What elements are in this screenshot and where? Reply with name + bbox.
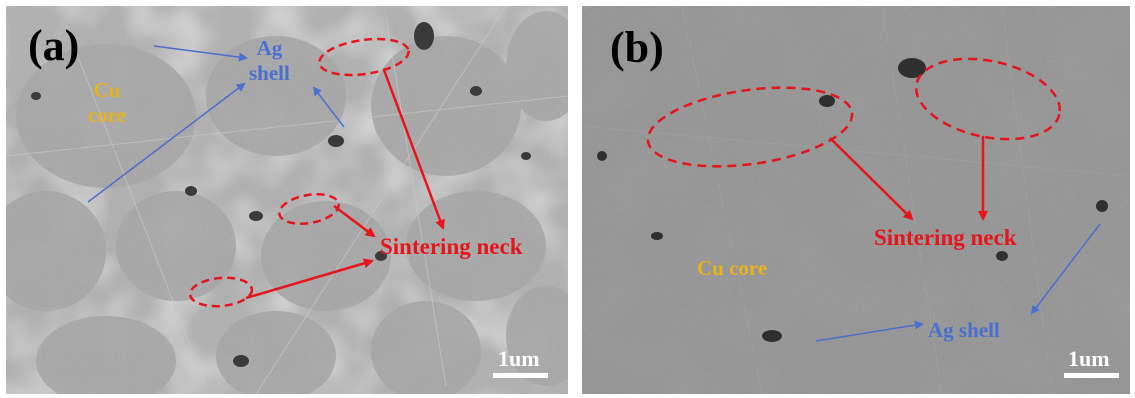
shell-arrow — [815, 320, 924, 342]
cu-core-label: Cu core — [697, 256, 768, 280]
ag-shell-label-line1: Ag — [256, 36, 283, 60]
scale-bar-label: 1um — [1068, 346, 1110, 371]
neck-arrow — [829, 137, 914, 221]
neck-ellipse — [646, 86, 854, 168]
sem-panel-b: (b) Cu core Ag shell Sintering neck 1um — [582, 6, 1130, 394]
sintering-neck-label: Sintering neck — [380, 234, 523, 259]
ag-shell-label: Ag shell — [928, 318, 1000, 342]
sem-micrograph-a — [6, 6, 568, 394]
scale-bar — [493, 373, 548, 378]
shell-arrow — [87, 82, 246, 203]
neck-arrow — [382, 69, 445, 230]
annotation-overlay-b — [646, 57, 1101, 342]
neck-ellipse — [914, 57, 1062, 141]
cu-core-label: Cu core — [88, 78, 126, 128]
scale-bar-label: 1um — [498, 346, 540, 371]
ag-shell-label: Ag shell — [249, 36, 290, 86]
neck-arrow — [245, 258, 374, 300]
shell-arrow — [153, 45, 248, 62]
neck-ellipse — [278, 193, 340, 225]
sintering-neck-label: Sintering neck — [874, 225, 1017, 250]
shell-arrow — [1030, 223, 1101, 315]
sem-micrograph-b — [582, 6, 1130, 394]
ag-shell-label-line2: shell — [249, 61, 290, 85]
cu-core-label-line1: Cu — [93, 78, 121, 102]
sem-panel-a: (a) Cu core Ag shell Sintering neck 1um — [6, 6, 568, 394]
shell-arrow — [312, 86, 345, 128]
scale-bar — [1064, 373, 1119, 378]
panel-label-a: (a) — [28, 21, 80, 70]
cu-core-label-line2: core — [88, 103, 127, 127]
annotation-overlay-a — [87, 37, 445, 308]
neck-ellipse — [188, 276, 254, 308]
neck-ellipse — [318, 37, 410, 77]
neck-arrow — [333, 205, 376, 238]
panel-label-b: (b) — [610, 23, 664, 72]
